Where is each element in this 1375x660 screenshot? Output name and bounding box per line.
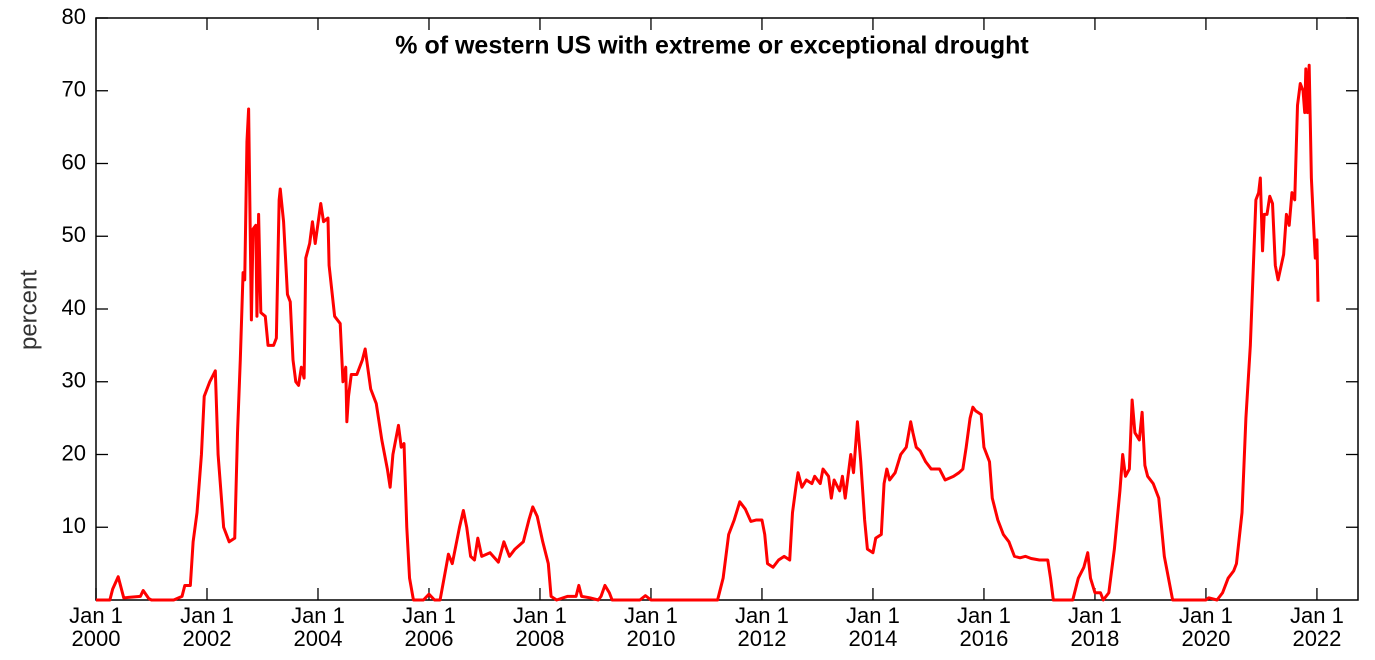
y-tick-label: 70 — [62, 77, 86, 102]
x-tick-label: Jan 1 — [402, 603, 456, 628]
y-tick-label: 20 — [62, 440, 86, 465]
x-tick-label: 2004 — [294, 626, 343, 651]
x-tick-label: 2020 — [1181, 626, 1230, 651]
plot-frame — [95, 17, 1359, 601]
x-tick-label: 2008 — [515, 626, 564, 651]
y-tick-label: 60 — [62, 149, 86, 174]
x-tick-label: Jan 1 — [1290, 603, 1344, 628]
x-tick-label: 2018 — [1070, 626, 1119, 651]
y-tick-label: 30 — [62, 368, 86, 393]
x-tick-label: Jan 1 — [735, 603, 789, 628]
x-tick-label: Jan 1 — [846, 603, 900, 628]
x-tick-label: 2010 — [626, 626, 675, 651]
x-tick-label: 2002 — [183, 626, 232, 651]
x-tick-label: Jan 1 — [291, 603, 345, 628]
data-line — [96, 63, 1320, 602]
chart-title: % of western US with extreme or exceptio… — [395, 32, 1029, 60]
x-tick-label: 2006 — [405, 626, 454, 651]
x-tick-label: 2016 — [959, 626, 1008, 651]
x-tick-label: 2022 — [1292, 626, 1341, 651]
x-tick-label: Jan 1 — [513, 603, 567, 628]
y-tick-label: 10 — [62, 513, 86, 538]
x-tick-label: Jan 1 — [957, 603, 1011, 628]
x-tick-label: 2014 — [848, 626, 897, 651]
y-tick-label: 80 — [62, 4, 86, 29]
x-tick-label: 2000 — [72, 626, 121, 651]
y-tick-label: 40 — [62, 295, 86, 320]
x-tick-label: 2012 — [737, 626, 786, 651]
y-tick-label: 50 — [62, 222, 86, 247]
x-tick-label: Jan 1 — [1068, 603, 1122, 628]
x-tick-label: Jan 1 — [69, 603, 123, 628]
y-axis-label: percent — [15, 270, 42, 350]
x-tick-label: Jan 1 — [624, 603, 678, 628]
x-tick-label: Jan 1 — [180, 603, 234, 628]
x-tick-label: Jan 1 — [1179, 603, 1233, 628]
